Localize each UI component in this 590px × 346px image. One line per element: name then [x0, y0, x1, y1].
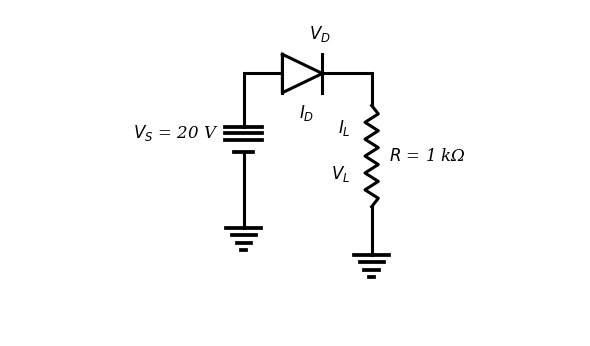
Text: $V_S$ = 20 V: $V_S$ = 20 V [133, 124, 218, 143]
Text: $I_L$: $I_L$ [337, 118, 350, 138]
Text: $V_D$: $V_D$ [309, 24, 330, 44]
Text: $I_D$: $I_D$ [299, 103, 314, 123]
Text: $V_L$: $V_L$ [331, 164, 350, 184]
Text: $R$ = 1 kΩ: $R$ = 1 kΩ [389, 148, 466, 165]
